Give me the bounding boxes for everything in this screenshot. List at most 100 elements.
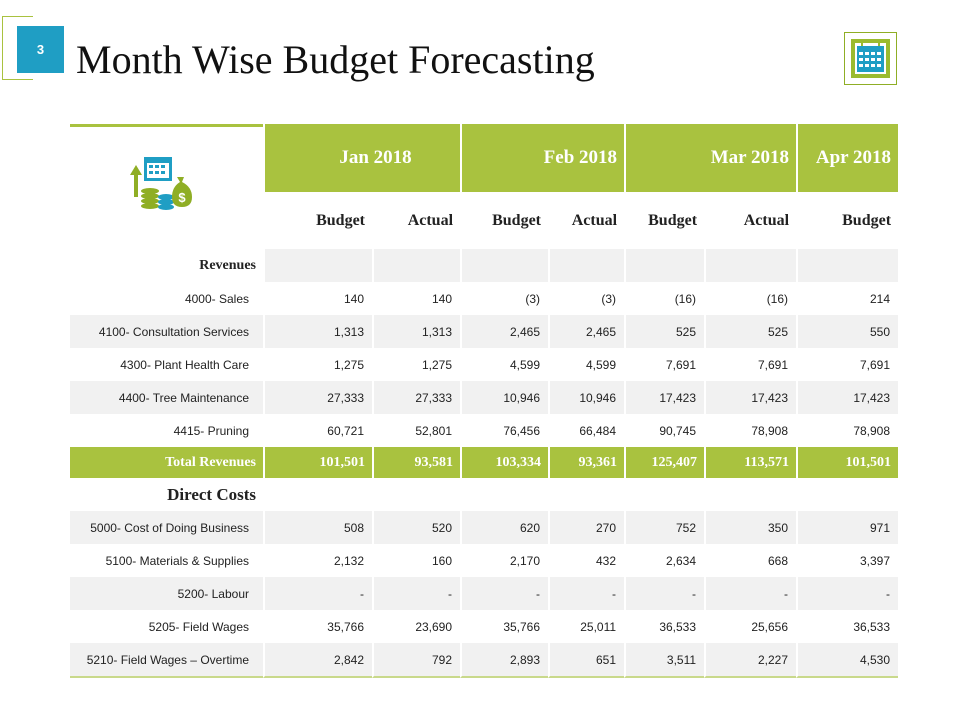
empty-cell — [263, 249, 372, 282]
table-row: Revenues — [70, 249, 899, 282]
table-cell: 7,691 — [624, 348, 704, 381]
table-cell: - — [372, 577, 461, 610]
table-row: 5000- Cost of Doing Business 508 520 620 270… — [70, 511, 899, 544]
table-cell: 52,801 — [372, 414, 460, 447]
table-cell: 525 — [704, 315, 797, 348]
table-cell: (3) — [460, 282, 548, 315]
empty-cell — [704, 249, 797, 282]
table-cell: 4,599 — [460, 348, 548, 381]
table-cell: 2,465 — [548, 315, 625, 348]
row-label: 5200- Labour — [70, 577, 263, 610]
table-cell: 60,721 — [263, 414, 372, 447]
table-cell: - — [460, 577, 549, 610]
table-cell: 23,690 — [372, 610, 460, 643]
table-cell: 90,745 — [624, 414, 704, 447]
table-cell: 78,908 — [704, 414, 796, 447]
table-cell: (16) — [624, 282, 704, 315]
column-header: Actual — [571, 211, 618, 229]
empty-cell — [372, 249, 461, 282]
table-cell: 792 — [372, 643, 461, 678]
table-cell: 7,691 — [796, 348, 898, 381]
row-label: 4400- Tree Maintenance — [70, 381, 263, 414]
table-cell: 1,275 — [263, 348, 372, 381]
table-cell: 35,766 — [263, 610, 372, 643]
table-cell: 3,397 — [796, 544, 898, 577]
empty-cell — [460, 478, 548, 511]
table-cell: 25,011 — [548, 610, 624, 643]
table-row: 4400- Tree Maintenance 27,333 27,333 10,946… — [70, 381, 899, 414]
table-row: Direct Costs — [70, 478, 898, 511]
month-header: Mar 2018 — [624, 124, 797, 192]
month-header: Apr 2018 — [796, 124, 899, 192]
row-label: 4300- Plant Health Care — [120, 357, 249, 372]
table-cell: 1,275 — [372, 348, 460, 381]
table-cell: (3) — [548, 282, 624, 315]
table-cell: 752 — [624, 511, 705, 544]
table-cell: 2,170 — [460, 544, 548, 577]
row-label: 5100- Materials & Supplies — [105, 553, 249, 568]
table-cell: 2,132 — [263, 544, 372, 577]
table-cell: 2,893 — [460, 643, 549, 678]
month-header: Jan 2018 — [263, 124, 461, 192]
table-row: 4415- Pruning 60,721 52,801 76,456 66,484 90,… — [70, 414, 898, 447]
empty-cell — [624, 249, 705, 282]
empty-cell — [624, 478, 704, 511]
table-row: 4000- Sales 140 140 (3) (3) (16) (16) 214 — [70, 282, 898, 315]
table-cell: 10,946 — [548, 381, 625, 414]
table-cell: 668 — [704, 544, 796, 577]
table-row: 5200- Labour - - - - - - - — [70, 577, 899, 610]
table-cell: 125,407 — [624, 447, 705, 478]
table-cell: 270 — [548, 511, 625, 544]
table-row: 5210- Field Wages – Overtime 2,842 792 2,89… — [70, 643, 899, 678]
table-cell: 3,511 — [624, 643, 705, 678]
table-cell: - — [796, 577, 899, 610]
row-label: 5210- Field Wages – Overtime — [70, 643, 263, 678]
row-label: 5000- Cost of Doing Business — [70, 511, 263, 544]
table-row: Total Revenues 101,501 93,581 103,334 93,361… — [70, 447, 899, 478]
table-cell: 1,313 — [372, 315, 461, 348]
column-header: Budget — [316, 211, 365, 229]
table-cell: 525 — [624, 315, 705, 348]
table-cell: 2,842 — [263, 643, 372, 678]
row-label: Total Revenues — [70, 447, 263, 478]
svg-text:$: $ — [178, 190, 186, 205]
table-cell: 214 — [796, 282, 898, 315]
table-cell: 113,571 — [704, 447, 797, 478]
table-cell: 508 — [263, 511, 372, 544]
table-cell: 27,333 — [263, 381, 372, 414]
table-cell: 4,530 — [796, 643, 899, 678]
slide-number-badge: 3 — [17, 26, 64, 73]
table-cell: 651 — [548, 643, 625, 678]
row-label: Direct Costs — [167, 484, 256, 504]
table-row: 5205- Field Wages 35,766 23,690 35,766 25,01… — [70, 610, 898, 643]
page-title: Month Wise Budget Forecasting — [76, 37, 595, 82]
table-cell: 350 — [704, 511, 797, 544]
table-cell: 36,533 — [796, 610, 898, 643]
table-cell: 1,313 — [263, 315, 372, 348]
empty-cell — [460, 249, 549, 282]
table-cell: 101,501 — [263, 447, 372, 478]
table-cell: 17,423 — [704, 381, 797, 414]
table-cell: 66,484 — [548, 414, 624, 447]
table-cell: - — [263, 577, 372, 610]
table-cell: 2,227 — [704, 643, 797, 678]
table-cell: 17,423 — [796, 381, 899, 414]
empty-cell — [796, 478, 898, 511]
table-cell: 10,946 — [460, 381, 549, 414]
empty-cell — [372, 478, 460, 511]
table-cell: 78,908 — [796, 414, 898, 447]
table-cell: 620 — [460, 511, 549, 544]
table-cell: 25,656 — [704, 610, 796, 643]
table-cell: 93,361 — [548, 447, 625, 478]
table-cell: 76,456 — [460, 414, 548, 447]
table-cell: 17,423 — [624, 381, 705, 414]
column-header: Budget — [648, 211, 698, 229]
table-cell: 35,766 — [460, 610, 548, 643]
row-label: Revenues — [199, 257, 256, 273]
table-cell: 432 — [548, 544, 624, 577]
table-cell: 93,581 — [372, 447, 461, 478]
table-row: 4300- Plant Health Care 1,275 1,275 4,599 4,… — [70, 348, 898, 381]
table-cell: 2,634 — [624, 544, 704, 577]
finance-icon: $ — [70, 124, 263, 249]
calendar-icon — [844, 32, 897, 85]
